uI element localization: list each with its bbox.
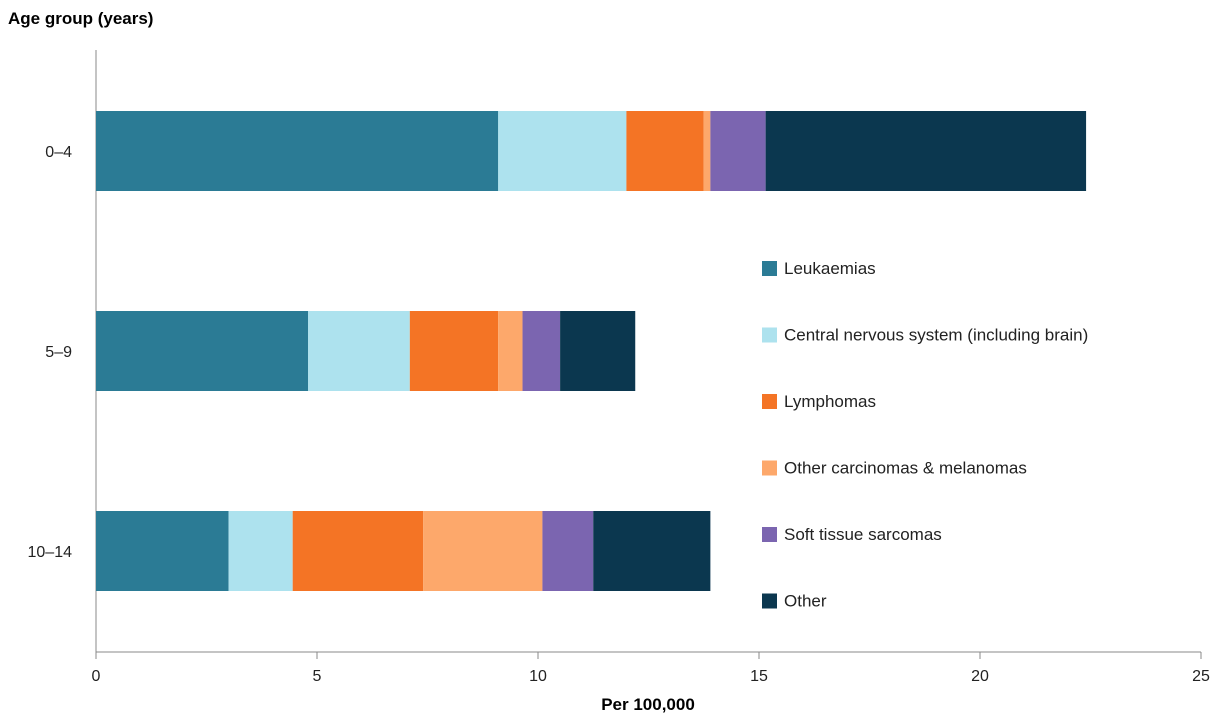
bar-segment-2-3 (423, 511, 543, 591)
legend-swatch (762, 593, 777, 609)
bar-segment-1-4 (522, 311, 561, 391)
bar-segment-0-0 (96, 111, 499, 191)
legend-swatch (762, 394, 777, 409)
bar-segment-0-2 (626, 111, 704, 191)
legend-label: Other (784, 592, 827, 611)
legend: Leukaemias Central nervous system (includ… (762, 259, 1088, 611)
legend-label: Leukaemias (784, 259, 876, 278)
bar-segment-0-3 (703, 111, 711, 191)
bar-segment-2-1 (228, 511, 293, 591)
x-tick-label: 25 (1192, 668, 1210, 685)
y-tick-label: 0–4 (45, 144, 72, 161)
y-tick-label: 5–9 (45, 344, 72, 361)
y-tick-label: 10–14 (28, 544, 73, 561)
legend-swatch (762, 460, 777, 476)
bars-group (96, 111, 1087, 591)
x-tick-label: 10 (529, 668, 547, 685)
x-axis-title: Per 100,000 (601, 695, 695, 714)
bar-segment-1-0 (96, 311, 309, 391)
legend-swatch (762, 327, 777, 343)
bar-segment-0-4 (710, 111, 766, 191)
y-ticks-group: 0–4 5–9 10–14 (28, 144, 73, 561)
bar-segment-1-5 (560, 311, 636, 391)
x-tick-label: 0 (92, 668, 101, 685)
bar-segment-2-0 (96, 511, 229, 591)
x-tick-label: 5 (313, 668, 322, 685)
legend-label: Central nervous system (including brain) (784, 326, 1088, 345)
bar-segment-1-1 (308, 311, 410, 391)
bar-segment-1-2 (409, 311, 499, 391)
legend-label: Other carcinomas & melanomas (784, 459, 1027, 478)
x-ticks-group: 0 5 10 15 20 25 (92, 652, 1210, 685)
y-axis-title: Age group (years) (8, 9, 153, 28)
bar-segment-2-5 (593, 511, 711, 591)
legend-label: Soft tissue sarcomas (784, 525, 942, 544)
bar-segment-1-3 (498, 311, 523, 391)
legend-label: Lymphomas (784, 392, 876, 411)
legend-swatch (762, 261, 777, 276)
x-tick-label: 20 (971, 668, 989, 685)
bar-segment-2-4 (542, 511, 594, 591)
bar-segment-2-2 (292, 511, 424, 591)
bar-segment-0-5 (765, 111, 1087, 191)
bar-segment-0-1 (498, 111, 627, 191)
x-tick-label: 15 (750, 668, 768, 685)
legend-swatch (762, 527, 777, 542)
